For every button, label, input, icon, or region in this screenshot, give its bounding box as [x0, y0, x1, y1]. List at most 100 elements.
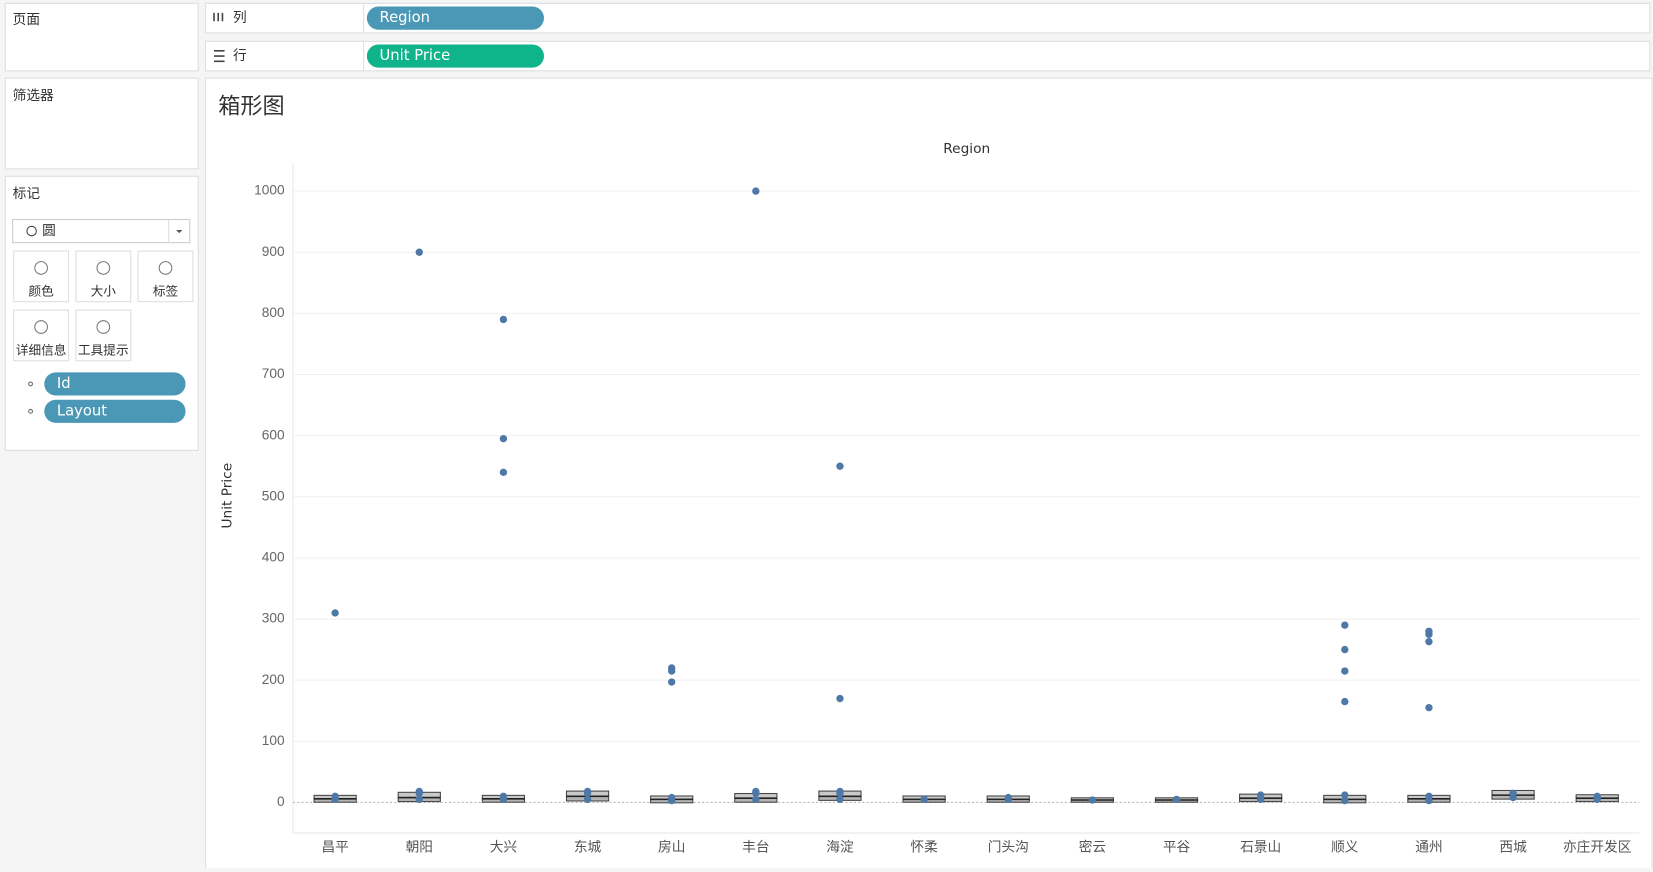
x-tick-label: 大兴	[490, 839, 517, 855]
data-point	[1341, 621, 1349, 629]
mark-button-label: 详细信息	[16, 343, 67, 358]
x-tick-label: 门头沟	[988, 839, 1029, 855]
pages-title: 页面	[13, 12, 40, 28]
rows-pill-text: Unit Price	[380, 47, 451, 64]
mark-type-text: 圆	[42, 223, 56, 239]
chart-title: 箱形图	[218, 94, 284, 120]
data-point	[920, 795, 928, 804]
data-point	[415, 248, 423, 256]
mark-button[interactable]	[137, 250, 194, 303]
columns-pill-text: Region	[380, 9, 430, 26]
data-point	[499, 468, 508, 477]
x-tick-label: 平谷	[1163, 839, 1191, 855]
data-point	[668, 796, 676, 805]
x-tick-label: 海淀	[826, 839, 854, 855]
data-point	[583, 789, 592, 797]
filters-title: 筛选器	[13, 88, 54, 104]
data-point	[1341, 667, 1349, 675]
y-axis-title: Unit Price	[220, 463, 236, 529]
chart-panel	[205, 77, 1653, 872]
mark-button-icon	[158, 261, 173, 275]
data-point	[668, 667, 676, 675]
data-point	[752, 795, 760, 804]
rows-pill[interactable]	[366, 44, 544, 68]
detail-icon	[28, 408, 33, 414]
data-point	[1425, 630, 1433, 639]
mark-button-icon	[34, 261, 48, 275]
mark-type-icon	[26, 225, 37, 237]
y-tick-label: 600	[262, 427, 285, 442]
mark-button[interactable]	[75, 250, 132, 303]
data-point	[499, 795, 508, 804]
y-tick-label: 900	[262, 244, 285, 259]
data-point	[752, 789, 760, 797]
data-point	[499, 315, 508, 324]
pages-panel	[4, 2, 199, 72]
x-tick-label: 房山	[658, 839, 685, 855]
y-tick-label: 300	[262, 611, 285, 626]
data-point	[668, 678, 676, 686]
y-tick-label: 1000	[254, 183, 285, 198]
field-pill[interactable]	[44, 399, 186, 423]
data-point	[331, 609, 339, 617]
data-point	[836, 462, 844, 470]
mark-button[interactable]	[75, 309, 132, 362]
data-point	[752, 187, 760, 195]
columns-icon	[213, 12, 224, 22]
mark-button[interactable]	[13, 250, 70, 303]
data-point	[331, 795, 339, 804]
dropdown-arrow	[176, 230, 183, 234]
field-pill[interactable]	[44, 372, 186, 396]
data-point	[1509, 793, 1517, 802]
data-point	[1256, 795, 1265, 804]
detail-icon	[28, 381, 33, 387]
x-axis-title: Region	[943, 141, 990, 157]
data-point	[1341, 697, 1349, 706]
data-point	[1593, 795, 1601, 804]
y-tick-label: 500	[262, 488, 285, 503]
field-pill-text: Layout	[57, 402, 107, 419]
data-point	[1088, 796, 1097, 804]
x-tick-label: 顺义	[1331, 839, 1359, 855]
data-point	[1341, 796, 1349, 805]
data-point	[415, 795, 423, 804]
y-tick-label: 800	[262, 305, 285, 320]
field-pill-text: Id	[57, 375, 71, 392]
data-point	[415, 789, 423, 797]
y-tick-label: 100	[262, 733, 285, 748]
data-point	[1341, 645, 1349, 654]
y-tick-label: 200	[262, 672, 285, 687]
x-tick-label: 怀柔	[910, 839, 938, 855]
filters-panel	[4, 77, 199, 170]
x-tick-label: 丰台	[742, 839, 769, 855]
y-tick-label: 0	[277, 794, 285, 809]
data-point	[1172, 795, 1181, 804]
x-tick-label: 东城	[574, 839, 602, 855]
mark-type-dropdown[interactable]	[12, 218, 191, 244]
mark-button[interactable]	[13, 309, 70, 362]
data-point	[1425, 796, 1433, 805]
rows-label: 行	[233, 48, 247, 64]
data-point	[1425, 637, 1433, 646]
data-point	[583, 795, 592, 804]
x-tick-label: 西城	[1499, 839, 1527, 855]
data-point	[836, 694, 844, 703]
columns-pill[interactable]	[366, 6, 544, 30]
x-tick-label: 朝阳	[406, 839, 433, 855]
y-tick-label: 400	[262, 550, 285, 565]
mark-button-label: 大小	[91, 284, 117, 299]
x-tick-label: 石景山	[1240, 839, 1281, 855]
mark-button-icon	[96, 261, 111, 275]
x-tick-label: 通州	[1415, 839, 1442, 855]
data-point	[1425, 704, 1433, 712]
data-point	[1341, 791, 1349, 799]
mark-button-label: 颜色	[28, 284, 54, 299]
mark-button-icon	[96, 320, 111, 334]
data-point	[499, 435, 508, 443]
data-point	[836, 789, 844, 797]
mark-button-label: 工具提示	[78, 343, 129, 358]
y-tick-label: 700	[262, 366, 285, 381]
mark-button-label: 标签	[153, 284, 179, 299]
data-point	[1004, 795, 1012, 804]
